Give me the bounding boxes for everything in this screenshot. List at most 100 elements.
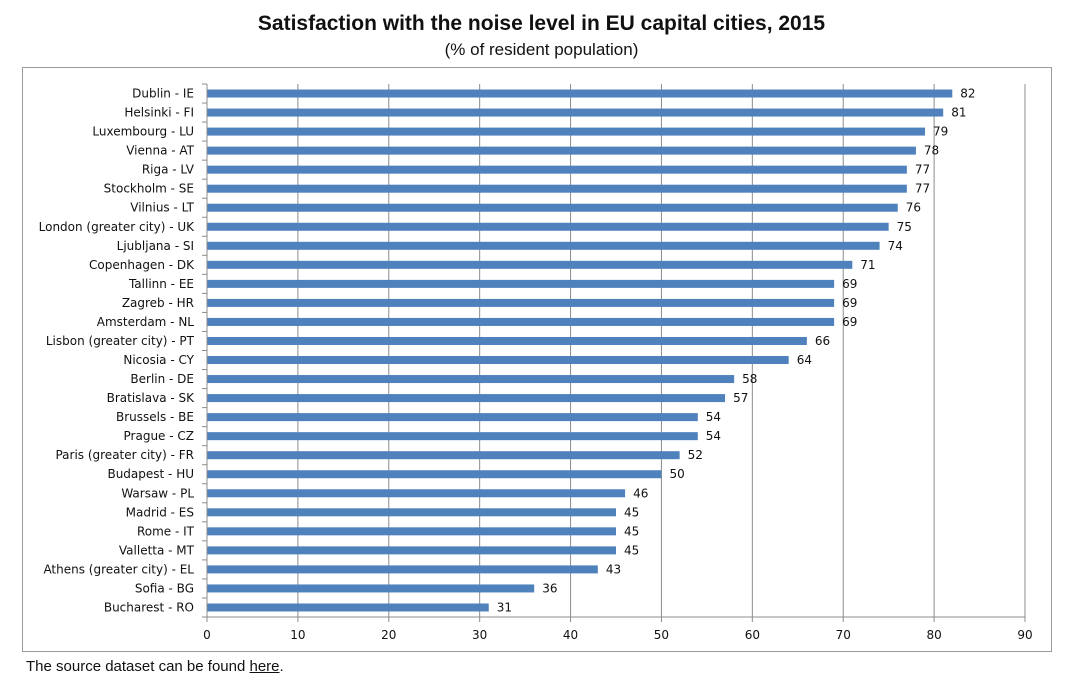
- data-label: 58: [742, 372, 757, 386]
- bar: [207, 89, 953, 98]
- category-label: Amsterdam - NL: [97, 315, 195, 329]
- bars: [207, 89, 953, 612]
- category-label: Luxembourg - LU: [92, 125, 194, 139]
- data-label: 54: [706, 429, 721, 443]
- chart-title: Satisfaction with the noise level in EU …: [257, 12, 826, 35]
- x-tick-label: 0: [203, 628, 211, 642]
- category-label: Budapest - HU: [107, 467, 194, 481]
- data-label: 82: [960, 87, 975, 101]
- category-label: Paris (greater city) - FR: [55, 448, 194, 462]
- bar: [207, 565, 598, 574]
- category-label: London (greater city) - UK: [39, 220, 196, 234]
- chart-subtitle: (% of resident population): [444, 40, 639, 59]
- bar: [207, 336, 807, 345]
- bar: [207, 432, 698, 441]
- chart-frame: [22, 67, 1052, 652]
- category-label: Valletta - MT: [119, 543, 195, 557]
- data-label: 46: [633, 486, 648, 500]
- data-label: 57: [733, 391, 748, 405]
- data-label: 64: [797, 353, 812, 367]
- bar: [207, 260, 853, 269]
- bar: [207, 394, 726, 403]
- category-label: Tallinn - EE: [128, 277, 194, 291]
- data-label: 81: [951, 106, 966, 120]
- category-label: Madrid - ES: [126, 505, 194, 519]
- category-label: Copenhagen - DK: [89, 258, 195, 272]
- category-label: Brussels - BE: [116, 410, 194, 424]
- bar: [207, 279, 835, 288]
- category-label: Warsaw - PL: [121, 486, 194, 500]
- bar: [207, 203, 898, 212]
- x-tick-label: 10: [290, 628, 305, 642]
- bar: [207, 508, 616, 517]
- x-tick-label: 90: [1017, 628, 1032, 642]
- x-tick-label: 70: [836, 628, 851, 642]
- x-tick-label: 40: [563, 628, 578, 642]
- data-label: 69: [842, 277, 857, 291]
- data-label: 76: [906, 201, 921, 215]
- bar: [207, 108, 944, 117]
- bar: [207, 489, 626, 498]
- bar: [207, 584, 535, 593]
- data-label: 69: [842, 296, 857, 310]
- bar: [207, 603, 489, 612]
- data-label: 36: [542, 581, 557, 595]
- bar: [207, 222, 889, 231]
- data-label: 78: [924, 144, 939, 158]
- axes: [202, 83, 1026, 622]
- category-label: Bratislava - SK: [107, 391, 196, 405]
- category-label: Athens (greater city) - EL: [43, 562, 194, 576]
- category-label: Sofia - BG: [135, 581, 194, 595]
- data-label: 77: [915, 182, 930, 196]
- category-label: Zagreb - HR: [122, 296, 194, 310]
- bar: [207, 546, 616, 555]
- category-label: Vienna - AT: [126, 144, 194, 158]
- data-label: 50: [669, 467, 684, 481]
- bar: [207, 451, 680, 460]
- source-note-period: .: [279, 658, 284, 675]
- bar: [207, 184, 907, 193]
- bar: [207, 146, 916, 155]
- data-label: 31: [497, 600, 512, 614]
- category-label: Rome - IT: [137, 524, 195, 538]
- bar: [207, 413, 698, 422]
- bar: [207, 127, 926, 136]
- category-label: Lisbon (greater city) - PT: [46, 334, 195, 348]
- source-note-text: The source dataset can be found: [26, 658, 250, 675]
- category-label: Berlin - DE: [130, 372, 194, 386]
- category-label: Helsinki - FI: [124, 106, 194, 120]
- category-label: Prague - CZ: [124, 429, 194, 443]
- data-label: 74: [888, 239, 903, 253]
- category-label: Nicosia - CY: [123, 353, 194, 367]
- data-label: 77: [915, 163, 930, 177]
- bar: [207, 298, 835, 307]
- source-link[interactable]: here: [249, 658, 280, 675]
- bar: [207, 470, 662, 479]
- data-label: 45: [624, 543, 639, 557]
- data-label: 66: [815, 334, 830, 348]
- data-label: 43: [606, 562, 621, 576]
- category-label: Riga - LV: [142, 163, 195, 177]
- x-tick-label: 30: [472, 628, 487, 642]
- bar: [207, 356, 789, 365]
- data-label: 71: [860, 258, 875, 272]
- category-label: Bucharest - RO: [104, 600, 194, 614]
- labels: 0 10 20 30 40 50 60 70 80 90 Dublin - IE 82 Helsinki…: [39, 87, 1033, 642]
- data-label: 45: [624, 505, 639, 519]
- category-label: Dublin - IE: [132, 87, 194, 101]
- data-label: 79: [933, 125, 948, 139]
- x-tick-label: 20: [381, 628, 396, 642]
- bar: [207, 165, 907, 174]
- bar: [207, 527, 616, 536]
- category-label: Vilnius - LT: [130, 201, 194, 215]
- bar: [207, 375, 735, 384]
- data-label: 75: [897, 220, 912, 234]
- bar: [207, 241, 880, 250]
- data-label: 45: [624, 524, 639, 538]
- category-label: Stockholm - SE: [104, 182, 194, 196]
- x-tick-label: 50: [654, 628, 669, 642]
- data-label: 54: [706, 410, 721, 424]
- bar: [207, 317, 835, 326]
- data-label: 52: [688, 448, 703, 462]
